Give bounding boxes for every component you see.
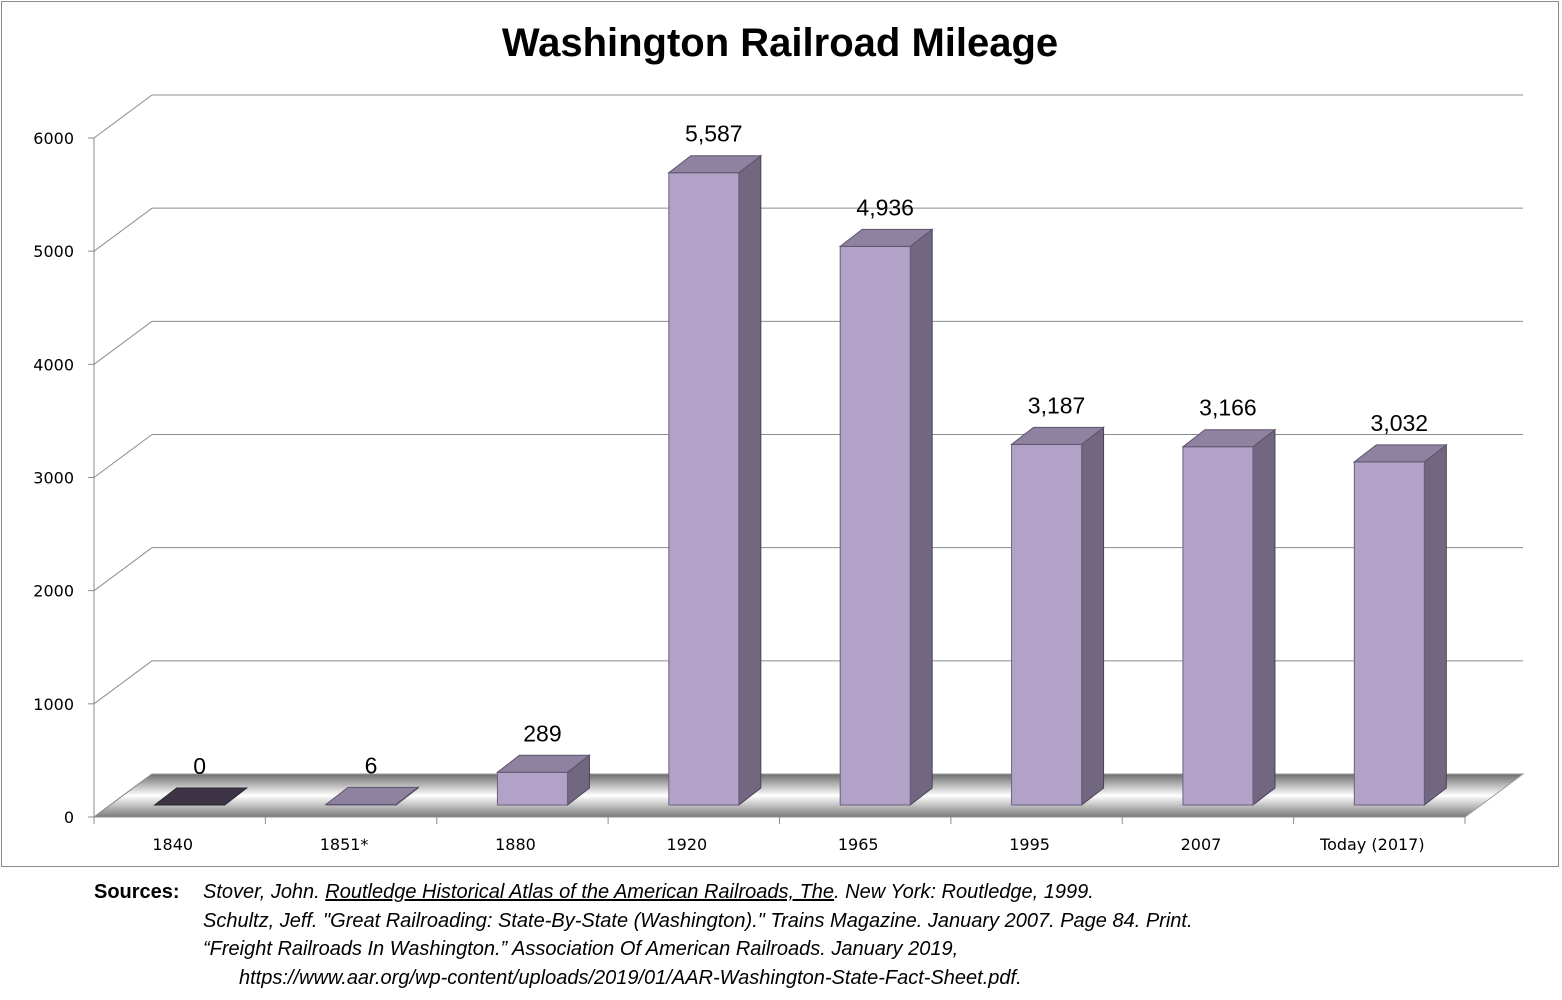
y-tick-label-0: 0 [64,808,74,827]
bar-side [909,228,933,807]
wall-gridline-4000 [93,320,153,365]
bar-Today (2017) [1352,443,1448,807]
data-label-1851*: 6 [365,752,378,778]
x-tick-label-1840: 1840 [152,835,193,854]
x-tick-label-2007: 2007 [1181,835,1222,854]
bar-1851* [324,786,420,807]
wall-gridline-0 [93,773,153,818]
data-label-1965: 4,936 [856,194,914,220]
source-stover-title: Routledge Historical Atlas of the Americ… [325,881,835,903]
x-tick-label-1995: 1995 [1009,835,1050,854]
chart-axes: 0 1000 2000 3000 4000 5000 6000 1840 1851* 1880 19… [33,129,1466,854]
bar-1920 [667,154,763,807]
y-tick-label-1000: 1000 [33,695,74,714]
wall-gridline-2000 [93,547,153,592]
y-tick-label-6000: 6000 [33,129,74,148]
bar-front [1011,443,1083,806]
data-label-1880: 289 [523,720,561,746]
chart-gridlines [93,94,1523,818]
bar-front [668,172,740,806]
x-tick-label-1851*: 1851* [320,835,369,854]
wall-gridline-1000 [93,660,153,705]
bar-1880 [495,754,591,807]
data-label-Today (2017): 3,032 [1371,410,1429,436]
source-aar-url: https://www.aar.org/wp-content/uploads/2… [239,966,1022,989]
chart-data-labels: 0 6 289 5,587 4,936 3,187 3,166 3,032 [193,121,1428,779]
sources-heading: Sources: [94,881,180,903]
bar-top [1010,426,1106,445]
bar-front [1182,446,1254,806]
source-schultz: Schultz, Jeff. "Great Railroading: State… [203,909,1193,932]
wall-gridline-5000 [93,207,153,252]
bar-front [839,245,911,806]
bar-side [1423,443,1447,807]
bar-side [1252,428,1276,807]
bar-1995 [1010,426,1106,807]
source-stover-suffix: . New York: Routledge, 1999. [834,881,1094,903]
data-label-1995: 3,187 [1028,392,1086,418]
x-tick-label-1965: 1965 [838,835,879,854]
bar-2007 [1181,428,1277,807]
source-aar: “Freight Railroads In Washington.” Assoc… [203,938,959,960]
bar-side [1081,426,1105,807]
y-tick-label-5000: 5000 [33,242,74,261]
bar-top [153,787,249,806]
bar-top [667,155,763,174]
bar-top [1181,429,1277,448]
y-tick-label-3000: 3000 [33,469,74,488]
bar-top [838,228,934,247]
x-tick-label-Today (2017): Today (2017) [1319,835,1425,854]
chart-title: Washington Railroad Mileage [502,21,1058,65]
x-tick-label-1880: 1880 [495,835,536,854]
y-tick-label-4000: 4000 [33,355,74,374]
bar-side [738,154,762,807]
data-label-1840: 0 [193,753,206,779]
source-stover: Stover, John. Routledge Historical Atlas… [203,878,1193,907]
x-tick-label-1920: 1920 [666,835,707,854]
wall-gridline-3000 [93,434,153,478]
bar-top [324,786,420,805]
y-tick-label-2000: 2000 [33,582,74,601]
data-label-2007: 3,166 [1199,395,1257,421]
bar-top [495,754,591,773]
source-stover-prefix: Stover, John. [203,881,326,903]
wall-gridline-6000 [93,94,153,139]
bar-top [1352,444,1448,463]
bar-front [496,771,568,806]
bar-1965 [838,228,934,807]
bar-front [1353,461,1425,806]
chart-floor [92,773,1525,818]
data-label-1920: 5,587 [685,121,743,147]
floor-plane [92,773,1525,818]
sources-list: Stover, John. Routledge Historical Atlas… [203,878,1193,992]
chart-bars [153,154,1448,807]
bar-1840 [153,787,249,806]
bar-chart: 0 1000 2000 3000 4000 5000 6000 1840 1851* 1880 19… [33,21,1525,854]
